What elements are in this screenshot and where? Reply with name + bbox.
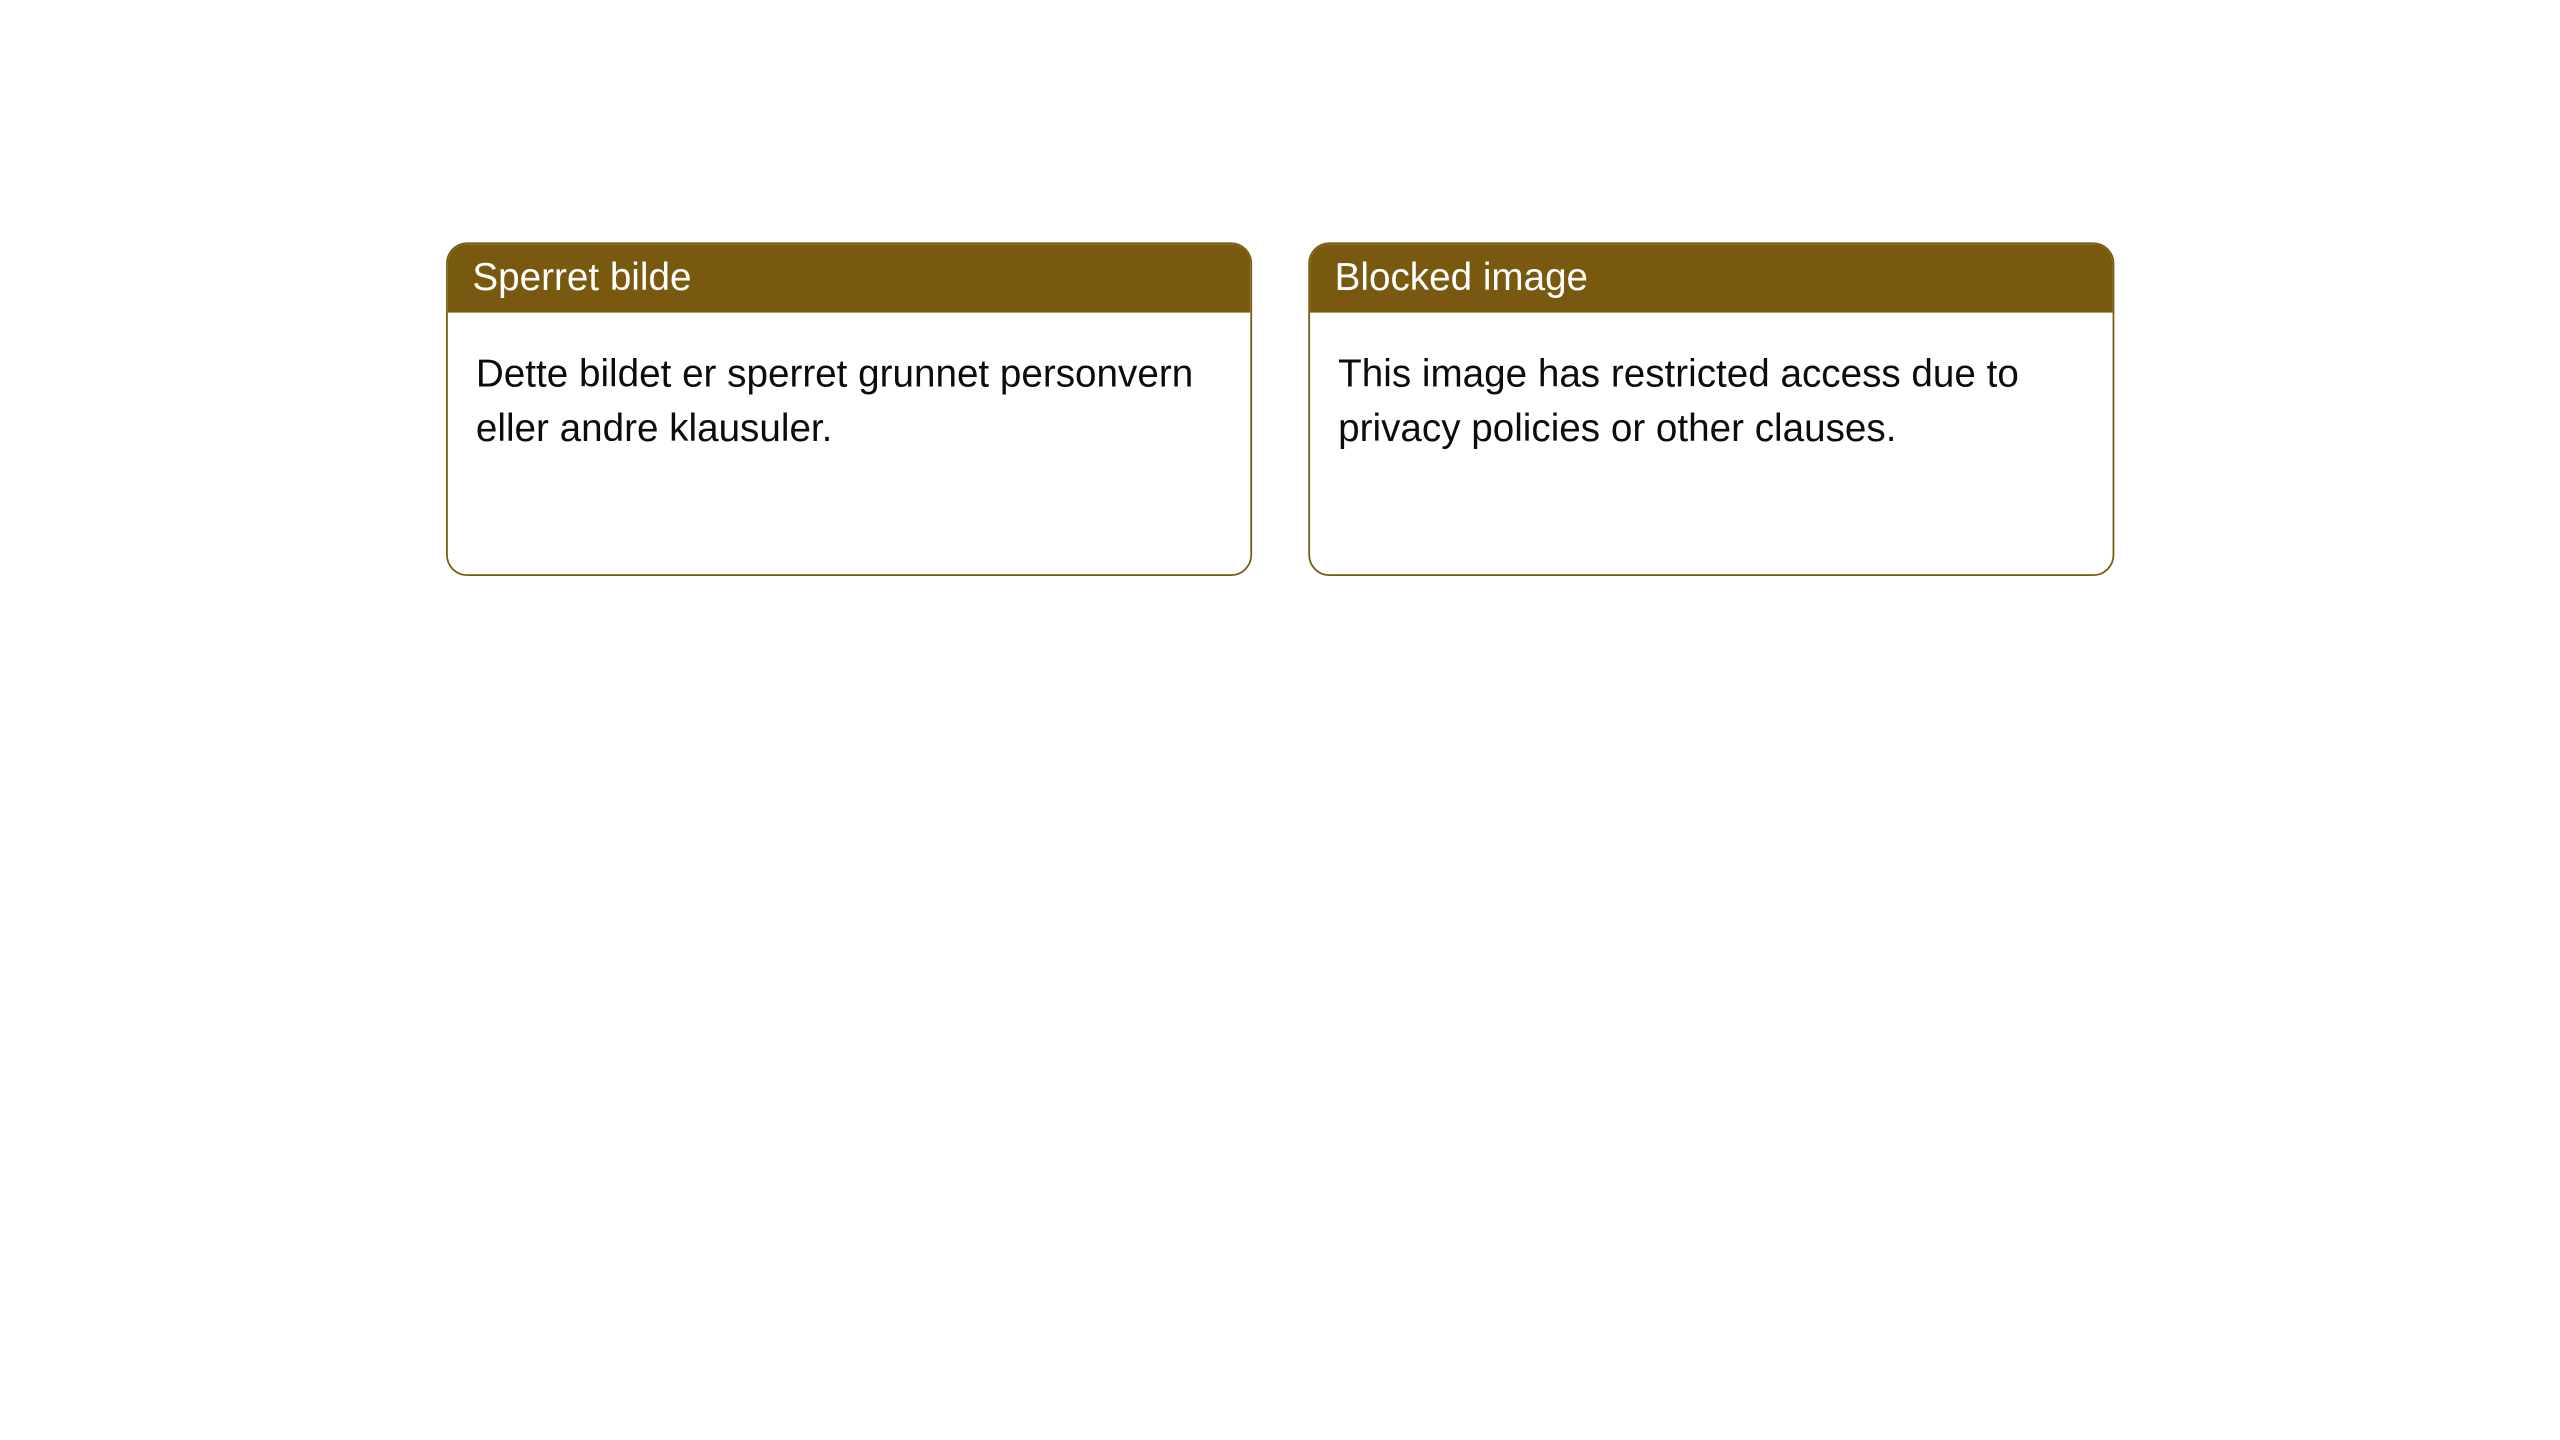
page-wrap: Sperret bilde Dette bildet er sperret gr… <box>0 0 2560 1440</box>
card-header-en: Blocked image <box>1310 244 2113 313</box>
blocked-image-card-en: Blocked image This image has restricted … <box>1308 242 2114 576</box>
card-header-no: Sperret bilde <box>448 244 1251 313</box>
card-body-en: This image has restricted access due to … <box>1310 313 2113 482</box>
blocked-image-card-no: Sperret bilde Dette bildet er sperret gr… <box>446 242 1252 576</box>
card-body-no: Dette bildet er sperret grunnet personve… <box>448 313 1251 482</box>
cards-container: Sperret bilde Dette bildet er sperret gr… <box>446 242 2114 576</box>
